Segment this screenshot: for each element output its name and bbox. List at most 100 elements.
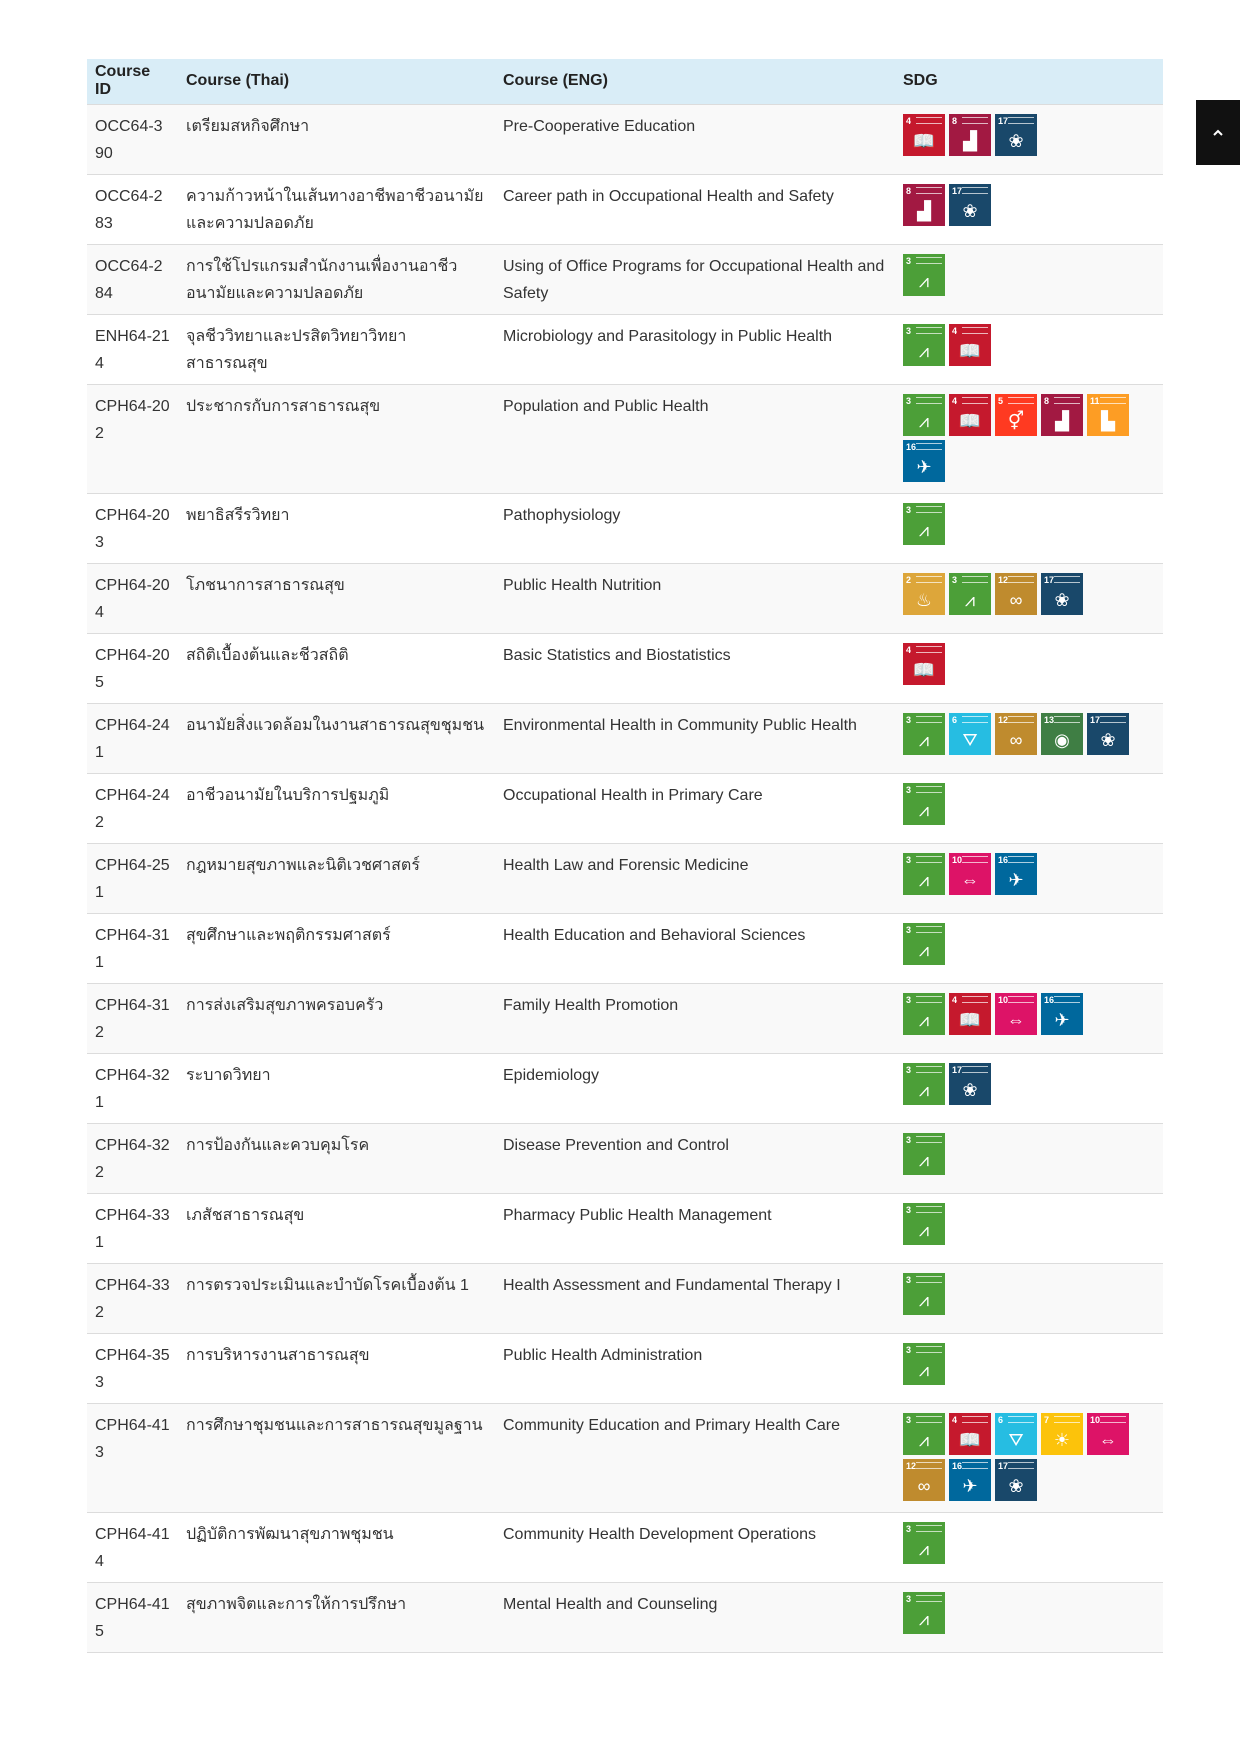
sdg-3-heartbeat-icon[interactable]: 3 ⩘ — [903, 712, 945, 755]
sdg-4-book-icon[interactable]: 4 📖 — [949, 1412, 991, 1455]
sdg-4-book-icon[interactable]: 4 📖 — [903, 113, 945, 156]
heartbeat-icon: ⩘ — [918, 869, 930, 890]
table-row: CPH64-251 กฎหมายสุขภาพและนิติเวชศาสตร์ Hea… — [87, 842, 1163, 913]
sdg-3-heartbeat-icon[interactable]: 3 ⩘ — [903, 922, 945, 965]
header-course-eng[interactable]: Course (ENG) — [495, 59, 895, 104]
sdg-11-city-icon[interactable]: 11 ▙ — [1087, 393, 1129, 436]
sdg-3-heartbeat-icon[interactable]: 3 ⩘ — [903, 1591, 945, 1634]
sdg-10-equality-icon[interactable]: 10 ⇔ — [949, 852, 991, 895]
sdg-3-heartbeat-icon[interactable]: 3 ⩘ — [949, 572, 991, 615]
sdg-17-flower-icon[interactable]: 17 ❀ — [1041, 572, 1083, 615]
sdg-6-water-icon[interactable]: 6 ⛛ — [949, 712, 991, 755]
sdg-10-equality-icon[interactable]: 10 ⇔ — [995, 992, 1037, 1035]
course-thai-cell: ประชากรกับการสาธารณสุข — [178, 383, 495, 493]
course-id-cell: CPH64-241 — [87, 702, 178, 773]
sdg-cell: 4 📖 — [895, 632, 1163, 703]
course-thai-cell: ปฏิบัติการพัฒนาสุขภาพชุมชน — [178, 1511, 495, 1582]
eye-globe-icon: ◉ — [1054, 729, 1070, 750]
table-row: CPH64-332 การตรวจประเมินและบำบัดโรคเบื้อง… — [87, 1262, 1163, 1333]
sdg-3-heartbeat-icon[interactable]: 3 ⩘ — [903, 502, 945, 545]
infinity-icon: ∞ — [1009, 729, 1023, 750]
sdg-number: 3 — [906, 1064, 912, 1075]
sdg-8-growth-chart-icon[interactable]: 8 ▟ — [1041, 393, 1083, 436]
sdg-3-heartbeat-icon[interactable]: 3 ⩘ — [903, 1202, 945, 1245]
sdg-6-water-icon[interactable]: 6 ⛛ — [995, 1412, 1037, 1455]
sdg-number: 12 — [906, 1460, 917, 1471]
course-id-cell: CPH64-331 — [87, 1192, 178, 1263]
sdg-5-gender-icon[interactable]: 5 ⚥ — [995, 393, 1037, 436]
sdg-16-dove-icon[interactable]: 16 ✈ — [949, 1458, 991, 1501]
sdg-goal-text-mark — [1008, 995, 1034, 1003]
course-id-cell: CPH64-202 — [87, 383, 178, 493]
sdg-8-growth-chart-icon[interactable]: 8 ▟ — [903, 183, 945, 226]
sdg-4-book-icon[interactable]: 4 📖 — [903, 642, 945, 685]
sdg-8-growth-chart-icon[interactable]: 8 ▟ — [949, 113, 991, 156]
sdg-cell: 3 ⩘ — [895, 1192, 1163, 1263]
sdg-goal-text-mark — [962, 186, 988, 194]
sdg-3-heartbeat-icon[interactable]: 3 ⩘ — [903, 323, 945, 366]
sdg-10-equality-icon[interactable]: 10 ⇔ — [1087, 1412, 1129, 1455]
heartbeat-icon: ⩘ — [918, 410, 930, 431]
sdg-cell: 3 ⩘ 4 📖 — [895, 313, 1163, 384]
sdg-17-flower-icon[interactable]: 17 ❀ — [995, 1458, 1037, 1501]
sdg-16-dove-icon[interactable]: 16 ✈ — [903, 439, 945, 482]
sdg-16-dove-icon[interactable]: 16 ✈ — [995, 852, 1037, 895]
sdg-3-heartbeat-icon[interactable]: 3 ⩘ — [903, 1062, 945, 1105]
sdg-12-infinity-icon[interactable]: 12 ∞ — [995, 712, 1037, 755]
sdg-3-heartbeat-icon[interactable]: 3 ⩘ — [903, 1272, 945, 1315]
sdg-number: 3 — [952, 574, 958, 585]
course-eng-cell: Public Health Administration — [495, 1332, 895, 1403]
sdg-16-dove-icon[interactable]: 16 ✈ — [1041, 992, 1083, 1035]
sdg-17-flower-icon[interactable]: 17 ❀ — [949, 183, 991, 226]
infinity-icon: ∞ — [1009, 589, 1023, 610]
course-eng-cell: Basic Statistics and Biostatistics — [495, 632, 895, 703]
sdg-goal-text-mark — [916, 505, 942, 513]
gender-icon: ⚥ — [1007, 410, 1025, 431]
sdg-12-infinity-icon[interactable]: 12 ∞ — [995, 572, 1037, 615]
sdg-number: 3 — [906, 1523, 912, 1534]
course-id-cell: CPH64-322 — [87, 1122, 178, 1193]
sdg-4-book-icon[interactable]: 4 📖 — [949, 393, 991, 436]
sdg-number: 3 — [906, 504, 912, 515]
sdg-12-infinity-icon[interactable]: 12 ∞ — [903, 1458, 945, 1501]
sdg-17-flower-icon[interactable]: 17 ❀ — [949, 1062, 991, 1105]
sdg-3-heartbeat-icon[interactable]: 3 ⩘ — [903, 1132, 945, 1175]
course-id-cell: OCC64-390 — [87, 103, 178, 174]
sdg-icon-list: 4 📖 8 ▟ 17 ❀ — [903, 113, 1143, 160]
sdg-4-book-icon[interactable]: 4 📖 — [949, 323, 991, 366]
sdg-3-heartbeat-icon[interactable]: 3 ⩘ — [903, 782, 945, 825]
sdg-4-book-icon[interactable]: 4 📖 — [949, 992, 991, 1035]
sdg-3-heartbeat-icon[interactable]: 3 ⩘ — [903, 852, 945, 895]
table-row: CPH64-203 พยาธิสรีรวิทยา Pathophysiology 3 ⩘ — [87, 492, 1163, 563]
sdg-3-heartbeat-icon[interactable]: 3 ⩘ — [903, 1342, 945, 1385]
header-course-thai[interactable]: Course (Thai) — [178, 59, 495, 104]
sdg-3-heartbeat-icon[interactable]: 3 ⩘ — [903, 253, 945, 296]
sdg-icon-list: 3 ⩘ — [903, 502, 1143, 549]
sdg-icon-list: 3 ⩘ 4 📖 5 ⚥ 8 ▟ 11 ▙ 16 ✈ — [903, 393, 1143, 486]
sdg-3-heartbeat-icon[interactable]: 3 ⩘ — [903, 992, 945, 1035]
course-id-cell: CPH64-242 — [87, 772, 178, 843]
sdg-7-sun-icon[interactable]: 7 ☀ — [1041, 1412, 1083, 1455]
sdg-icon-list: 3 ⩘ 4 📖 10 ⇔ 16 ✈ — [903, 992, 1143, 1039]
equality-icon: ⇔ — [1007, 1009, 1025, 1030]
sdg-17-flower-icon[interactable]: 17 ❀ — [995, 113, 1037, 156]
course-eng-cell: Environmental Health in Community Public… — [495, 702, 895, 773]
sdg-2-bowl-icon[interactable]: 2 ♨ — [903, 572, 945, 615]
sdg-number: 3 — [906, 395, 912, 406]
sdg-goal-text-mark — [916, 1524, 942, 1532]
back-to-top-button[interactable] — [1196, 100, 1240, 165]
header-sdg[interactable]: SDG — [895, 59, 1163, 104]
sdg-3-heartbeat-icon[interactable]: 3 ⩘ — [903, 1521, 945, 1564]
sdg-icon-list: 8 ▟ 17 ❀ — [903, 183, 1143, 230]
course-id-cell: CPH64-203 — [87, 492, 178, 563]
sdg-number: 8 — [906, 185, 912, 196]
sdg-3-heartbeat-icon[interactable]: 3 ⩘ — [903, 393, 945, 436]
course-thai-cell: การป้องกันและควบคุมโรค — [178, 1122, 495, 1193]
header-course-id[interactable]: Course ID — [87, 59, 178, 104]
sdg-3-heartbeat-icon[interactable]: 3 ⩘ — [903, 1412, 945, 1455]
sdg-13-eye-globe-icon[interactable]: 13 ◉ — [1041, 712, 1083, 755]
sdg-icon-list: 3 ⩘ — [903, 1132, 1143, 1179]
sdg-goal-text-mark — [962, 1065, 988, 1073]
sdg-17-flower-icon[interactable]: 17 ❀ — [1087, 712, 1129, 755]
course-eng-cell: Population and Public Health — [495, 383, 895, 493]
